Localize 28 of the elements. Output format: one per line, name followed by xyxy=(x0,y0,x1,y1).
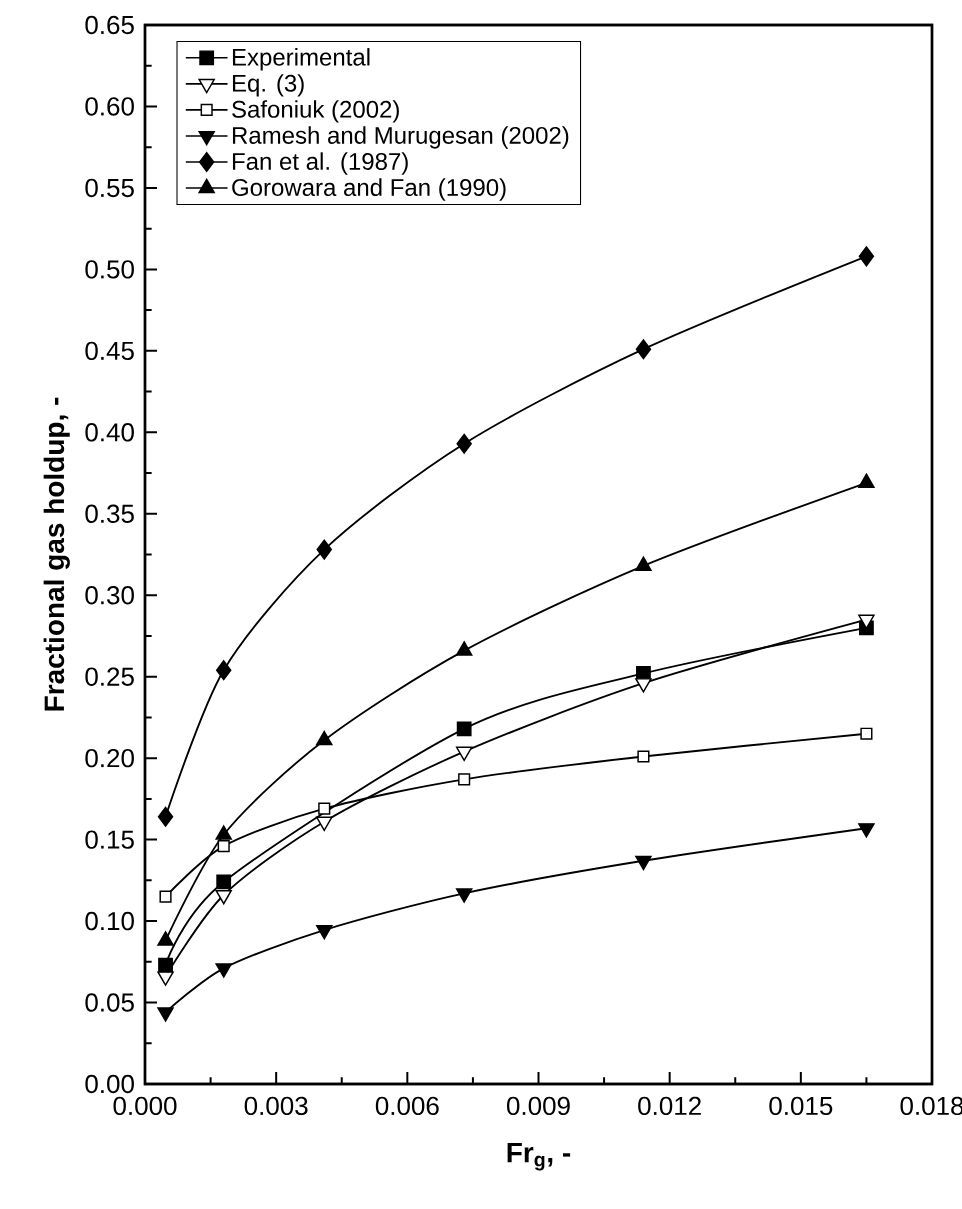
y-tick-label: 0.50 xyxy=(85,260,134,279)
y-tick-label: 0.25 xyxy=(85,667,134,686)
x-tick-label: 0.015 xyxy=(769,1096,833,1116)
y-tick-label: 0.10 xyxy=(85,911,134,931)
x-tick-label: 0.012 xyxy=(638,1096,701,1116)
legend-label: Gorowara and Fan (1990) xyxy=(232,178,506,201)
legend-label: Eq. (3) xyxy=(232,74,304,97)
y-tick-label: 0.55 xyxy=(85,178,134,198)
y-tick-label: 0.00 xyxy=(85,1074,134,1094)
y-tick-label: 0.35 xyxy=(85,504,134,523)
legend-label: Ramesh and Murugesan (2002) xyxy=(232,126,569,149)
y-axis-title: Fractional gas holdup, - xyxy=(43,397,70,711)
legend-label: Experimental xyxy=(232,48,370,71)
y-tick-label: 0.65 xyxy=(85,15,134,35)
y-tick-label: 0.15 xyxy=(85,830,134,849)
y-tick-label: 0.30 xyxy=(85,586,134,605)
y-tick-label: 0.60 xyxy=(85,97,134,116)
x-tick-label: 0.000 xyxy=(113,1096,177,1116)
x-axis-title: Fr$_{g}$, - xyxy=(507,1142,571,1171)
legend-label: Safoniuk (2002) xyxy=(232,100,399,123)
x-tick-label: 0.006 xyxy=(375,1096,439,1116)
x-tick-label: 0.003 xyxy=(244,1096,308,1116)
y-tick-label: 0.20 xyxy=(85,748,134,768)
y-tick-label: 0.40 xyxy=(85,423,134,442)
x-tick-label: 0.009 xyxy=(506,1096,570,1116)
legend-label: Fan et al. (1987) xyxy=(232,152,408,175)
y-tick-label: 0.45 xyxy=(85,341,134,361)
y-tick-label: 0.05 xyxy=(85,993,134,1012)
